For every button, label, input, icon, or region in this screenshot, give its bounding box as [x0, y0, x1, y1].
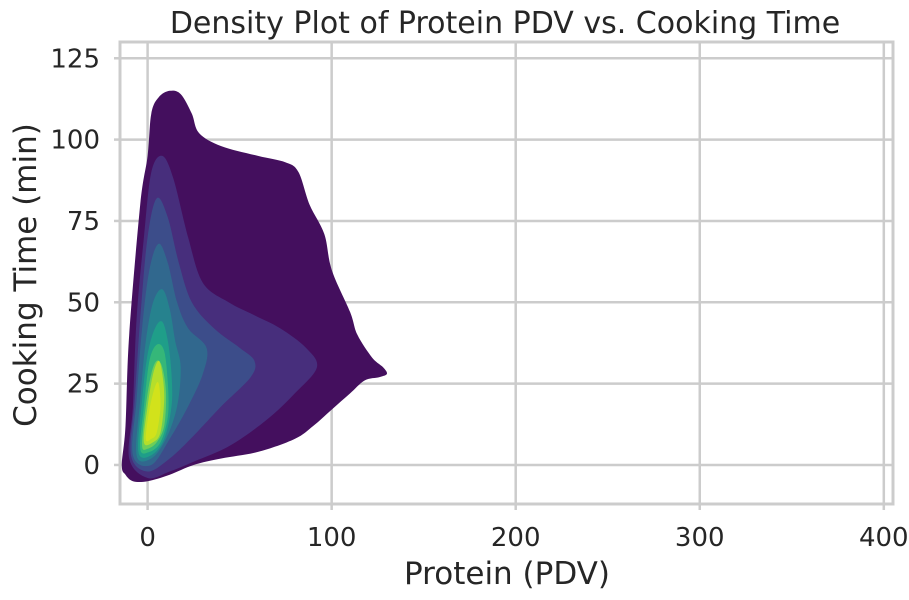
x-tick-labels: 0 100 200 300 400 — [139, 523, 908, 553]
x-tick-label: 200 — [491, 523, 541, 553]
density-level-10 — [145, 382, 161, 442]
chart-title: Density Plot of Protein PDV vs. Cooking … — [170, 6, 840, 41]
x-tick-label: 400 — [859, 523, 909, 553]
axes-frame — [118, 40, 895, 506]
y-axis-title: Cooking Time (min) — [8, 123, 44, 427]
plot-frame — [118, 40, 895, 506]
x-tick-label: 0 — [139, 523, 156, 553]
y-tick-label: 100 — [50, 126, 100, 156]
y-tick-label: 25 — [67, 370, 100, 400]
y-tick-labels: 0 25 50 75 100 125 — [50, 44, 100, 481]
y-tick-label: 75 — [67, 207, 100, 237]
y-tick-label: 125 — [50, 44, 100, 74]
tick-marks — [114, 57, 886, 510]
y-tick-label: 50 — [67, 288, 100, 318]
x-axis-title: Protein (PDV) — [404, 556, 610, 592]
x-tick-label: 300 — [675, 523, 725, 553]
x-tick-label: 100 — [307, 523, 357, 553]
density-contours — [121, 90, 388, 483]
y-tick-label: 0 — [83, 451, 100, 481]
